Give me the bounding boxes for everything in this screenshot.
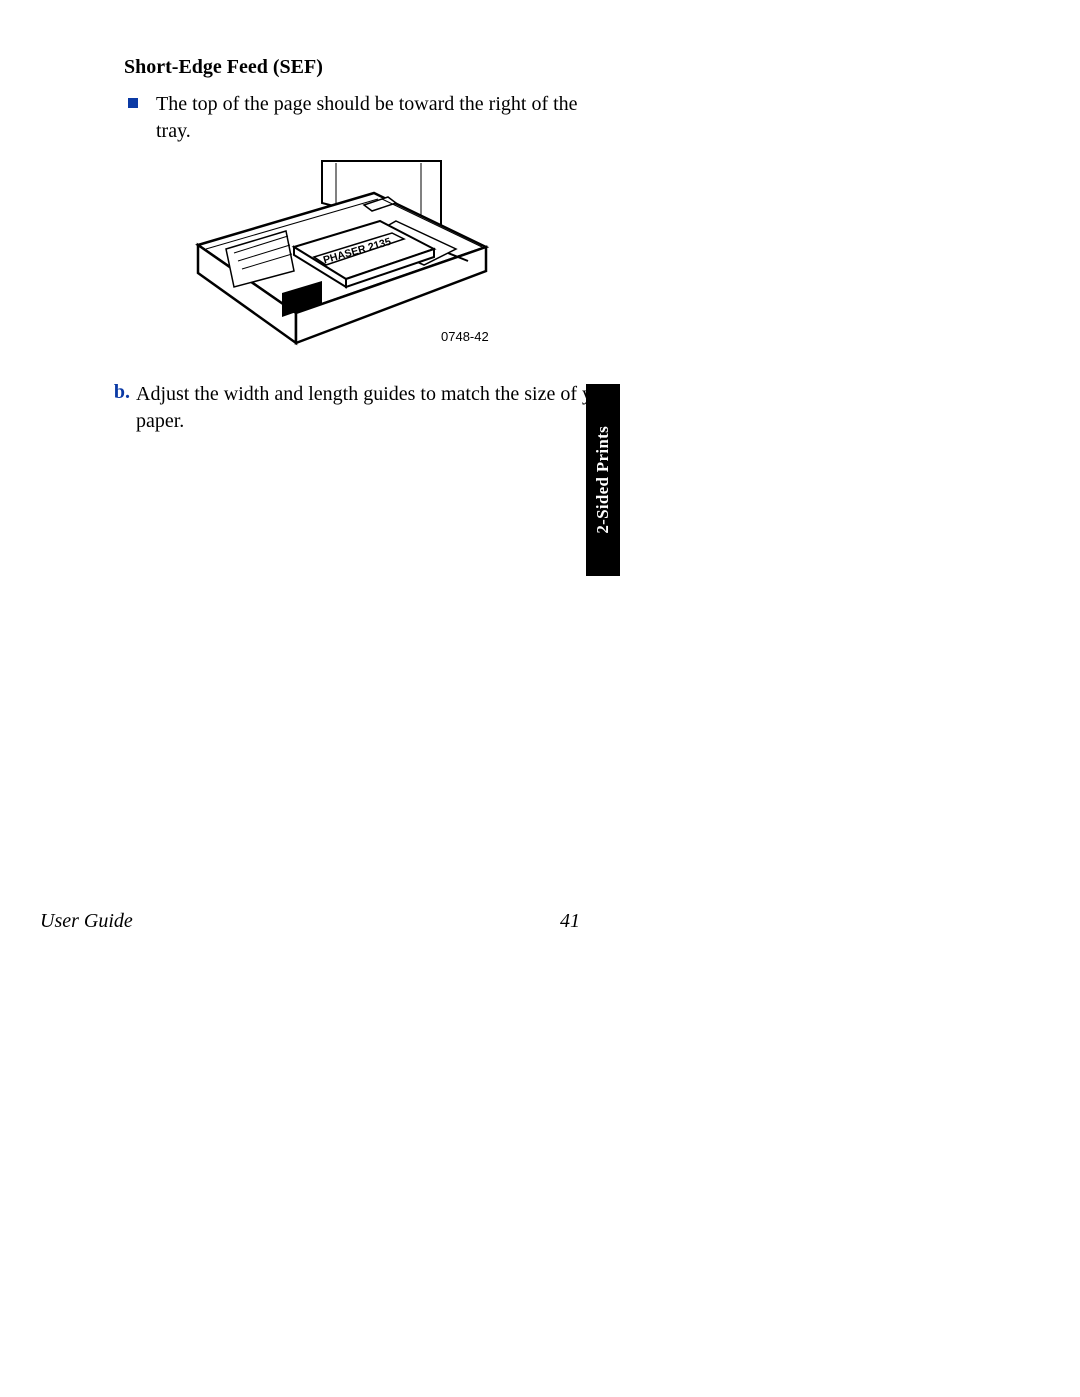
bullet-item: The top of the page should be toward the…: [128, 91, 608, 145]
page-footer: User Guide 41: [40, 910, 580, 933]
step-item: b. Adjust the width and length guides to…: [92, 381, 652, 435]
section-tab-label: 2-Sided Prints: [593, 426, 613, 534]
footer-left: User Guide: [40, 910, 133, 933]
footer-page-number: 41: [560, 910, 580, 933]
bullet-square-icon: [128, 98, 138, 108]
section-tab: 2-Sided Prints: [586, 384, 620, 576]
tray-illustration-icon: PHASER 2135 0748-42: [186, 153, 496, 363]
section-title: Short-Edge Feed (SEF): [124, 56, 1080, 79]
bullet-text: The top of the page should be toward the…: [156, 91, 608, 145]
step-text: Adjust the width and length guides to ma…: [136, 381, 652, 435]
figure-id-label: 0748-42: [441, 329, 489, 344]
printer-tray-figure: PHASER 2135 0748-42: [186, 153, 1080, 363]
step-letter: b.: [92, 381, 130, 404]
